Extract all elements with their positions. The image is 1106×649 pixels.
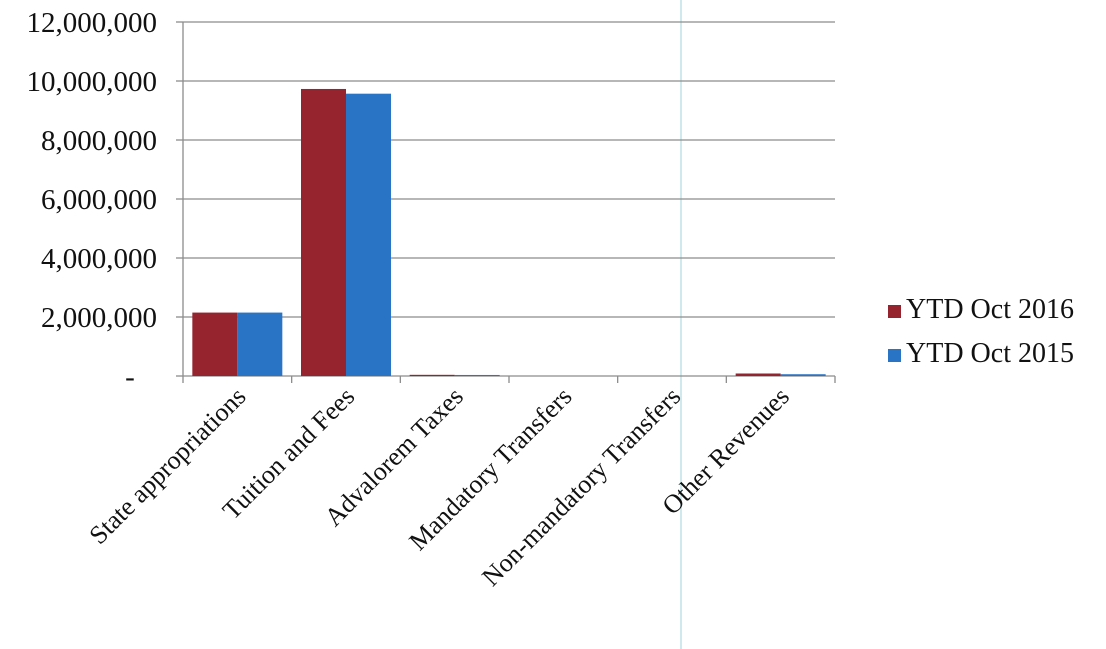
legend-label: YTD Oct 2016 xyxy=(906,294,1074,325)
y-tick-label: 8,000,000 xyxy=(41,125,157,157)
y-tick-label: 6,000,000 xyxy=(41,184,157,216)
legend-label: YTD Oct 2015 xyxy=(906,338,1074,369)
y-tick-label: 2,000,000 xyxy=(41,302,157,334)
y-tick-label: 12,000,000 xyxy=(27,7,158,39)
bar-ytd-oct-2016 xyxy=(301,88,346,376)
axes xyxy=(176,21,836,383)
bars xyxy=(192,88,826,376)
bar-ytd-oct-2015 xyxy=(454,374,500,376)
y-tick-label: 4,000,000 xyxy=(41,243,157,275)
y-tick-label: 10,000,000 xyxy=(27,66,158,98)
gridlines xyxy=(183,21,835,318)
y-tick-labels: - 2,000,000 4,000,000 6,000,000 8,000,000 10,… xyxy=(27,7,158,393)
legend-swatch xyxy=(888,349,901,362)
bar-ytd-oct-2015 xyxy=(237,312,283,376)
bar-ytd-oct-2016 xyxy=(192,312,238,376)
bar-ytd-oct-2015 xyxy=(346,93,391,376)
bar-ytd-oct-2016 xyxy=(409,374,455,376)
legend-swatch xyxy=(888,305,901,318)
y-tick-label: - xyxy=(125,361,135,393)
bar-ytd-oct-2015 xyxy=(780,374,826,376)
legend: YTD Oct 2016 YTD Oct 2015 xyxy=(888,294,1074,369)
bar-ytd-oct-2016 xyxy=(735,373,781,376)
